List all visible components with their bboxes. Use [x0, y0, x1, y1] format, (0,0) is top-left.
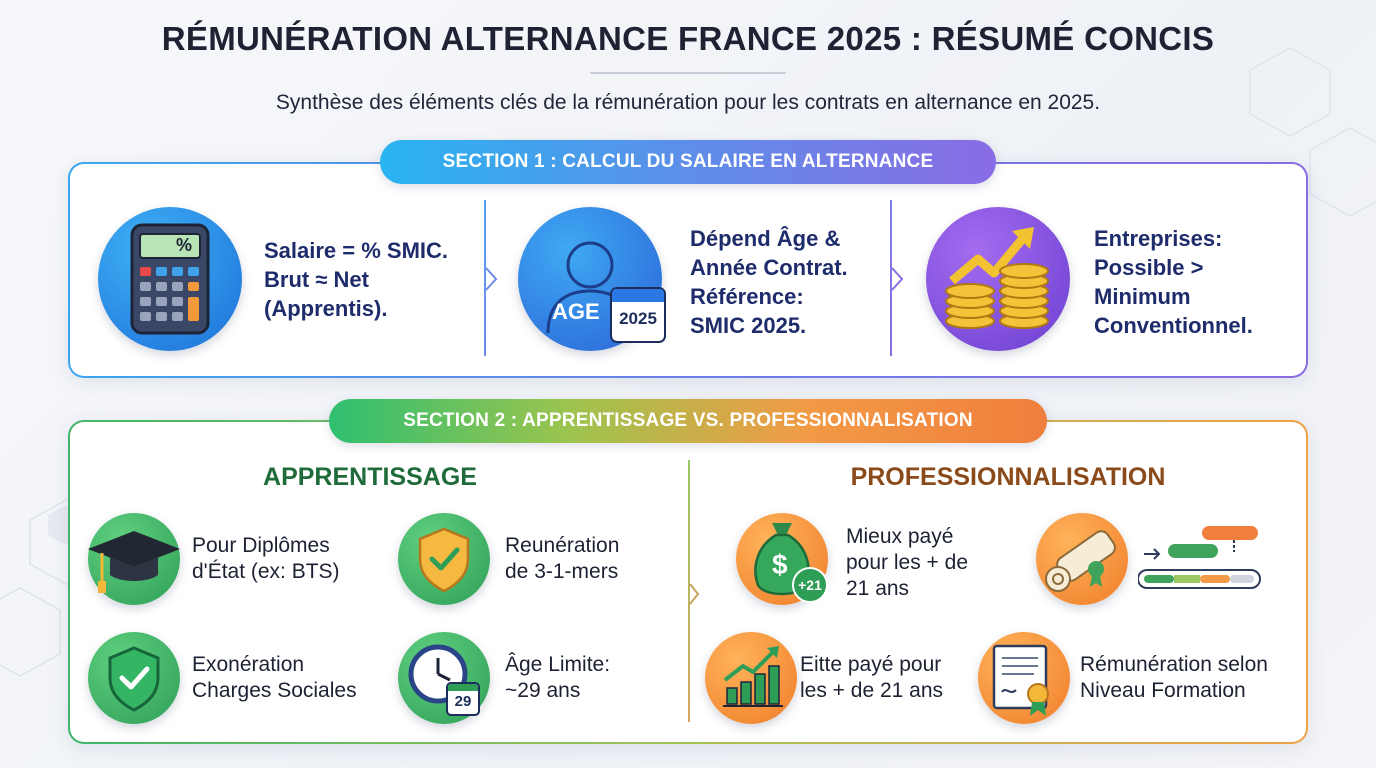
diploma-scroll-icon [1036, 513, 1128, 605]
calculator-icon: % [98, 207, 242, 351]
calendar-icon: 2025 [610, 287, 666, 343]
chevron-right-icon [485, 267, 498, 291]
shield-check-icon [88, 632, 180, 724]
age-badge: +21 [792, 567, 828, 603]
dollar-sign: $ [772, 549, 788, 580]
apprentissage-item-4-text: Âge Limite: ~29 ans [505, 653, 611, 702]
section2-divider [688, 460, 690, 722]
section1-item-1-text: Salaire = % SMIC. Brut ≈ Net (Apprentis)… [264, 238, 449, 321]
certificate-icon [978, 632, 1070, 724]
graduation-cap-icon [88, 513, 180, 605]
chevron-right-icon [689, 583, 700, 605]
clock-calendar-icon: 29 [398, 632, 490, 724]
age-calendar-icon: AGE 2025 [518, 207, 666, 351]
apprentissage-heading: APPRENTISSAGE [263, 463, 477, 491]
calculator-screen-text: % [176, 235, 193, 255]
professionnalisation-item-4-text: Rémunération selon Niveau Formation [1080, 653, 1268, 702]
professionnalisation-heading: PROFESSIONNALISATION [850, 463, 1166, 491]
page-title: RÉMUNÉRATION ALTERNANCE FRANCE 2025 : RÉ… [161, 20, 1215, 57]
section1-label: SECTION 1 : CALCUL DU SALAIRE EN ALTERNA… [380, 140, 996, 184]
section1-panel [68, 162, 1308, 378]
calendar-icon: 29 [446, 682, 480, 716]
progress-path-icon [1138, 526, 1261, 589]
section1-item-3-text: Entreprises: Possible > Minimum Conventi… [1094, 226, 1253, 338]
section1-divider-2 [890, 200, 892, 356]
professionnalisation-item-1-text: Mieux payé pour les + de 21 ans [846, 525, 969, 600]
age-label: AGE [552, 299, 600, 324]
section2-label: SECTION 2 : APPRENTISSAGE VS. PROFESSION… [329, 399, 1047, 443]
chevron-right-icon [891, 267, 904, 291]
title-divider [590, 72, 786, 74]
apprentissage-item-3-text: Exonération Charges Sociales [192, 653, 357, 702]
apprentissage-item-1-text: Pour Diplômes d'État (ex: BTS) [192, 534, 340, 583]
coins-growth-icon [926, 207, 1070, 351]
bar-chart-growth-icon [705, 632, 797, 724]
page-subtitle: Synthèse des éléments clés de la rémunér… [275, 91, 1101, 114]
shield-check-icon [398, 513, 490, 605]
apprentissage-item-2-text: Reunération de 3-1-mers [505, 534, 620, 583]
professionnalisation-item-3-text: Eitte payé pour les + de 21 ans [800, 653, 944, 702]
section1-divider-1 [484, 200, 486, 356]
money-bag-icon: $ +21 [736, 513, 828, 605]
section1-item-2-text: Dépend Âge & Année Contrat. Référence: S… [690, 226, 848, 338]
